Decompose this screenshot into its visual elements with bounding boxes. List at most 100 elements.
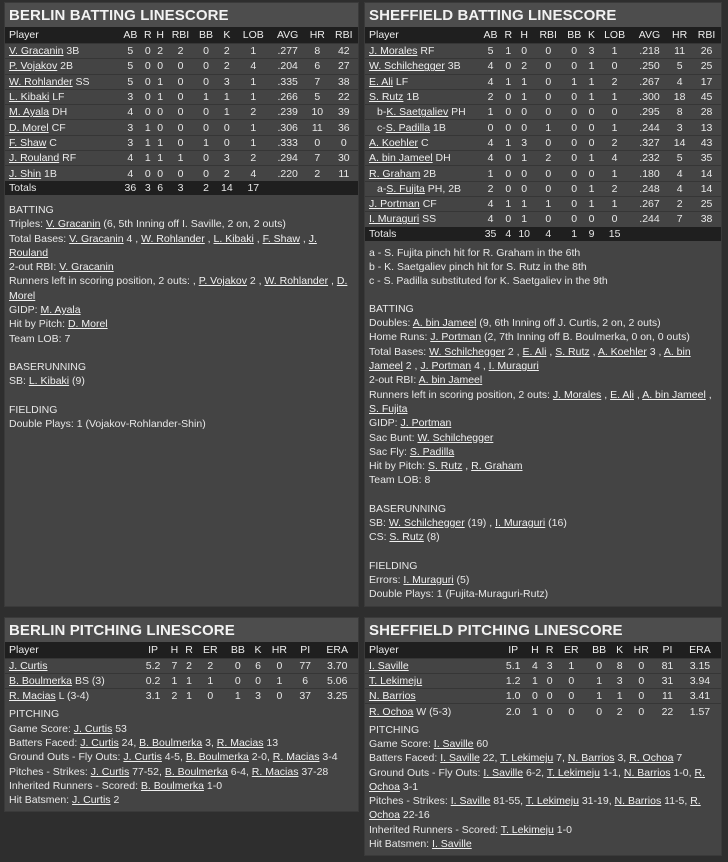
player-link[interactable]: N. Barrios [624,767,671,779]
player-link[interactable]: J. Morales [553,389,601,401]
player-link[interactable]: T. Lekimeju [501,824,554,836]
stat-cell: 2 [236,105,270,120]
player-link[interactable]: J. Portman [420,360,471,372]
player-link[interactable]: T. Lekimeju [500,752,553,764]
player-link[interactable]: V. Gracanin [69,233,123,245]
player-link[interactable]: R. Macias [273,751,320,763]
player-link[interactable]: N. Barrios [568,752,615,764]
player-link[interactable]: I. Muraguri [495,517,545,529]
stat-cell: .295 [632,105,667,120]
player-link[interactable]: J. Curtis [123,751,162,763]
player-link[interactable]: F. Shaw [263,233,300,245]
player-link[interactable]: S. Padilla [410,446,454,458]
player-link[interactable]: E. Ali [369,76,393,88]
stat-cell: 1 [515,74,534,89]
player-link[interactable]: I. Saville [434,738,474,750]
player-link[interactable]: N. Barrios [615,795,662,807]
player-link[interactable]: S. Padilla [386,122,430,134]
player-link[interactable]: R. Macias [252,766,299,778]
player-link[interactable]: S. Fujita [386,183,425,195]
player-link[interactable]: I. Muraguri [489,360,539,372]
stat-cell: .327 [632,135,667,150]
player-link[interactable]: E. Ali [610,389,634,401]
player-link[interactable]: B. Boulmerka [141,780,204,792]
player-link[interactable]: S. Rutz [389,531,423,543]
stat-cell: 0 [195,44,218,59]
player-link[interactable]: R. Macias [9,690,56,702]
player-link[interactable]: L. Kibaki [29,375,69,387]
player-link[interactable]: R. Graham [369,168,420,180]
player-link[interactable]: E. Ali [523,346,547,358]
player-position: CF [420,198,437,210]
player-link[interactable]: S. Rutz [369,91,403,103]
player-link[interactable]: P. Vojakov [199,275,247,287]
player-link[interactable]: I. Muraguri [403,574,453,586]
player-link[interactable]: B. Boulmerka [9,675,72,687]
player-link[interactable]: W. Schilchegger [429,346,505,358]
player-link[interactable]: I. Saville [451,795,491,807]
note-text: , [254,233,263,245]
player-link[interactable]: D. Morel [68,318,108,330]
player-cell: L. Kibaki LF [5,89,119,104]
player-link[interactable]: J. Curtis [9,660,48,672]
player-link[interactable]: V. Gracanin [59,261,113,273]
player-link[interactable]: V. Gracanin [9,45,63,57]
player-link[interactable]: M. Ayala [41,304,81,316]
player-link[interactable]: A. Koehler [598,346,647,358]
player-link[interactable]: J. Rouland [9,152,59,164]
player-link[interactable]: W. Schilchegger [389,517,465,529]
player-link[interactable]: F. Shaw [9,137,46,149]
player-link[interactable]: L. Kibaki [9,91,49,103]
player-link[interactable]: J. Portman [369,198,420,210]
player-link[interactable]: J. Curtis [91,766,130,778]
player-link[interactable]: R. Ochoa [369,706,413,718]
player-link[interactable]: I. Saville [440,752,480,764]
player-link[interactable]: A. bin Jameel [642,389,706,401]
player-link[interactable]: B. Boulmerka [165,766,228,778]
player-link[interactable]: T. Lekimeju [369,675,422,687]
player-link[interactable]: R. Macias [217,737,264,749]
player-link[interactable]: R. Ochoa [629,752,673,764]
player-link[interactable]: J. Curtis [80,737,119,749]
player-link[interactable]: S. Fujita [369,403,408,415]
player-link[interactable]: V. Gracanin [46,218,100,230]
player-link[interactable]: J. Morales [369,45,417,57]
player-link[interactable]: W. Rohlander [9,76,73,88]
player-link[interactable]: J. Curtis [72,794,111,806]
stat-cell: 0 [142,166,154,181]
player-link[interactable]: A. bin Jameel [419,374,483,386]
player-link[interactable]: J. Portman [430,331,481,343]
player-link[interactable]: T. Lekimeju [526,795,579,807]
player-link[interactable]: N. Barrios [369,690,416,702]
stat-cell: 1 [597,196,632,211]
player-link[interactable]: I. Saville [432,838,472,850]
player-link[interactable]: D. Morel [9,122,49,134]
player-link[interactable]: J. Portman [401,417,452,429]
player-link[interactable]: A. Koehler [369,137,418,149]
stat-cell: 0 [563,181,586,196]
stat-cell: 0 [502,212,515,227]
player-link[interactable]: R. Graham [471,460,522,472]
player-link[interactable]: S. Rutz [555,346,589,358]
player-link[interactable]: B. Boulmerka [186,751,249,763]
player-link[interactable]: W. Schilchegger [369,60,445,72]
player-link[interactable]: A. bin Jameel [369,152,433,164]
player-link[interactable]: A. bin Jameel [413,317,477,329]
player-link[interactable]: W. Rohlander [141,233,205,245]
stat-cell: .218 [632,44,667,59]
player-link[interactable]: S. Rutz [428,460,462,472]
player-link[interactable]: I. Saville [483,767,523,779]
player-link[interactable]: J. Curtis [74,723,113,735]
player-link[interactable]: P. Vojakov [9,60,57,72]
player-link[interactable]: T. Lekimeju [547,767,600,779]
player-link[interactable]: B. Boulmerka [139,737,202,749]
player-link[interactable]: M. Ayala [9,106,49,118]
player-link[interactable]: I. Muraguri [369,213,419,225]
player-link[interactable]: L. Kibaki [214,233,254,245]
player-link[interactable]: I. Saville [369,660,409,672]
player-link[interactable]: K. Saetgaliev [386,106,448,118]
player-link[interactable]: W. Rohlander [264,275,328,287]
player-link[interactable]: J. Shin [9,168,41,180]
note-text: 37-28 [298,766,328,778]
player-link[interactable]: W. Schilchegger [417,432,493,444]
